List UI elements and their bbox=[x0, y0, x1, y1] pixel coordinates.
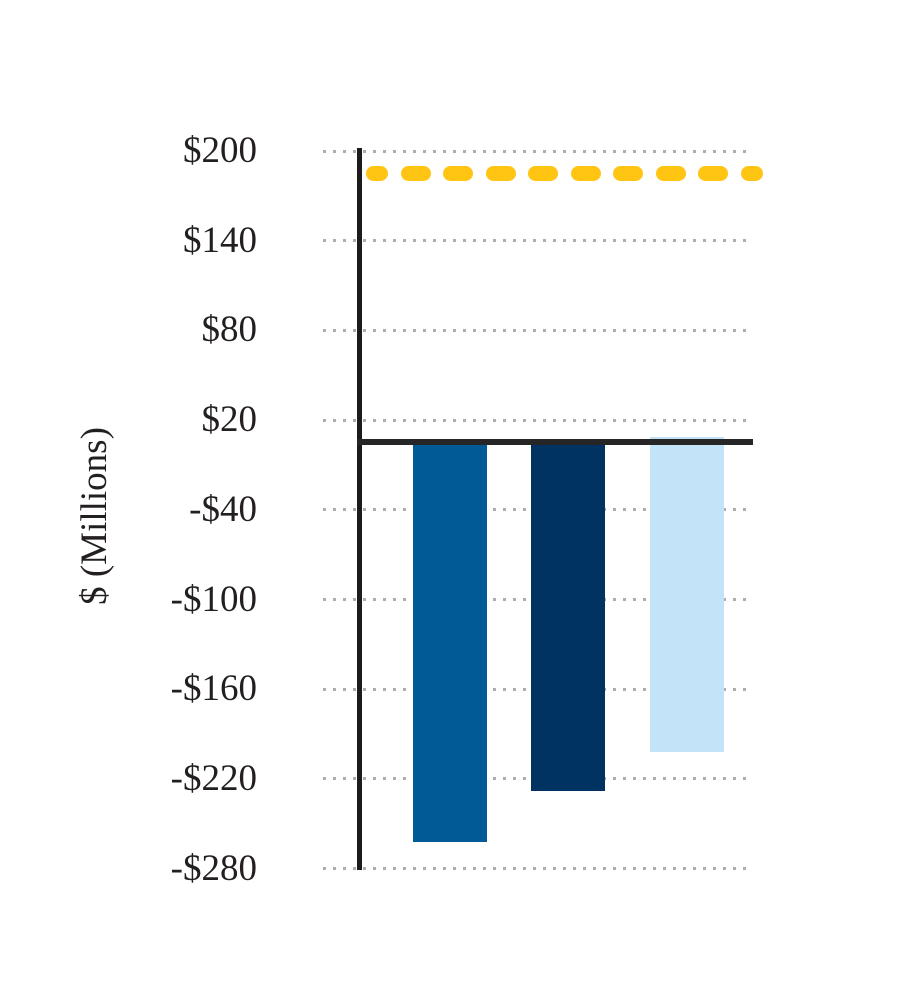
y-tick-label: -$100 bbox=[170, 578, 257, 620]
reference-line-dash bbox=[698, 165, 729, 181]
reference-line-dash bbox=[366, 165, 388, 181]
y-tick-label: -$40 bbox=[189, 488, 257, 530]
y-tick-label: $20 bbox=[201, 399, 258, 441]
reference-line-dash bbox=[443, 165, 474, 181]
gridline bbox=[323, 867, 753, 871]
bar bbox=[413, 441, 487, 842]
y-tick-label: -$160 bbox=[170, 668, 257, 710]
reference-line-dash bbox=[528, 165, 559, 181]
gridline bbox=[323, 328, 753, 332]
reference-line-dash bbox=[485, 165, 516, 181]
reference-dashed-line bbox=[366, 165, 763, 181]
y-tick-label: $140 bbox=[183, 219, 257, 261]
gridline bbox=[323, 149, 753, 153]
zero-baseline bbox=[357, 439, 753, 445]
y-tick-label: -$220 bbox=[170, 757, 257, 799]
reference-line-dash bbox=[570, 165, 601, 181]
y-axis-line bbox=[357, 148, 362, 870]
reference-line-dash bbox=[613, 165, 644, 181]
y-tick-label: $200 bbox=[183, 130, 257, 171]
reference-line-dash bbox=[655, 165, 686, 181]
reference-line-dash bbox=[740, 165, 763, 181]
gridline bbox=[323, 418, 753, 422]
y-tick-label: -$280 bbox=[170, 847, 257, 889]
reference-line-dash bbox=[400, 165, 431, 181]
y-tick-label: $80 bbox=[201, 309, 258, 351]
bar bbox=[531, 441, 605, 791]
bar bbox=[650, 437, 724, 752]
gridline bbox=[323, 239, 753, 243]
